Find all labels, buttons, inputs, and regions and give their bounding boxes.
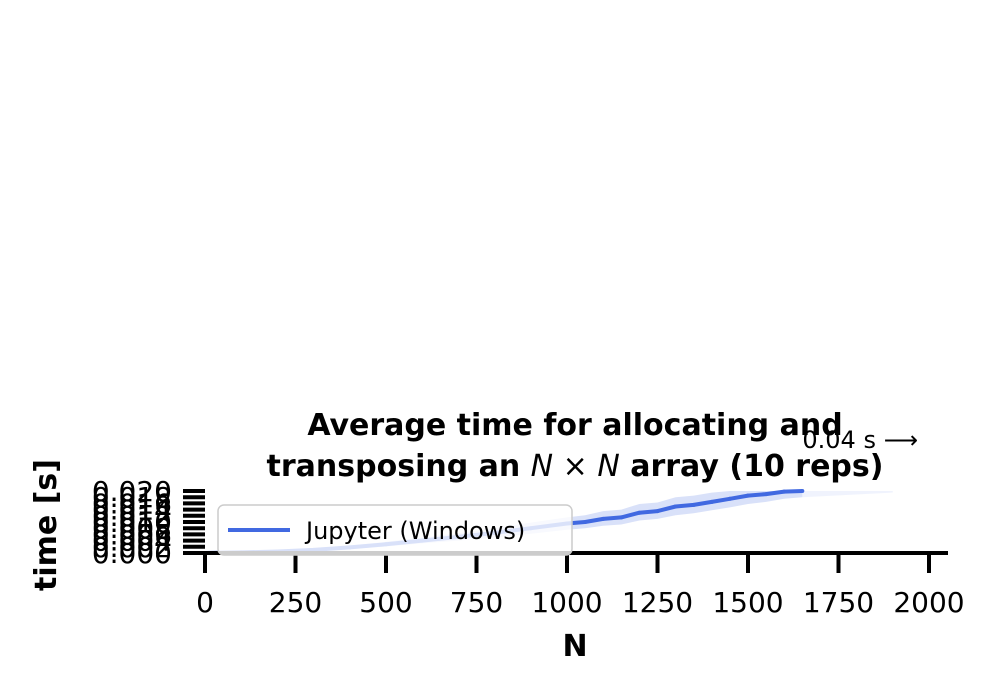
y-tick-label: 0.002 [92, 531, 172, 564]
legend-box [217, 504, 573, 556]
annotation-label: 0.04 s ⟶ [802, 426, 918, 454]
data-point [782, 489, 787, 494]
data-point [637, 510, 642, 515]
y-axis: 0.0000.0020.0040.0060.0080.0100.0120.014… [92, 475, 205, 570]
y-tick-label: 0.006 [92, 518, 172, 551]
y-tick-label: 0.020 [92, 475, 172, 508]
data-point [601, 516, 606, 521]
data-point [746, 493, 750, 498]
data-point [800, 489, 805, 493]
chart-title-line2-post: array (10 reps) [620, 449, 884, 484]
chart-title-line2-math: N × N [531, 449, 620, 484]
chart-title-line2: transposing an N × N array (10 reps) [267, 449, 884, 484]
data-point [673, 504, 678, 509]
y-tick-label: 0.018 [92, 481, 172, 514]
legend: Jupyter (Windows) [217, 504, 573, 556]
y-tick-label: 0.008 [92, 512, 172, 545]
chart-title-line1: Average time for allocating and [307, 408, 842, 443]
x-axis: 0 250 500 750 1000 1250 1500 1750 2000 [185, 551, 965, 619]
x-tick-label: 2000 [893, 586, 964, 619]
data-point [655, 509, 660, 514]
data-point [764, 492, 769, 497]
x-axis-label: N [562, 629, 587, 664]
data-point [583, 520, 588, 524]
x-tick-label: 0 [196, 586, 214, 619]
y-tick-label: 0.016 [92, 487, 172, 520]
data-point [727, 496, 732, 501]
x-tick-label: 1000 [531, 586, 602, 619]
y-tick-label: 0.004 [92, 525, 172, 558]
x-tick-label: 1750 [803, 586, 874, 619]
data-point [709, 499, 714, 504]
y-tick-label: 0.010 [92, 506, 172, 539]
y-tick-label: 0.012 [92, 500, 172, 533]
data-point [691, 502, 696, 507]
data-point [619, 515, 624, 520]
y-axis-label: time [s] [29, 459, 64, 591]
x-tick-label: 1250 [622, 586, 693, 619]
y-tick-label: 0.014 [92, 494, 172, 527]
x-tick-label: 1500 [712, 586, 783, 619]
legend-label: Jupyter (Windows) [304, 517, 525, 545]
x-tick-label: 500 [359, 586, 412, 619]
x-tick-label: 750 [450, 586, 503, 619]
series-band-tail [802, 491, 893, 498]
y-tick-label: 0.000 [92, 537, 172, 570]
chart-title-line2-pre: transposing an [267, 449, 531, 484]
x-tick-label: 250 [269, 586, 322, 619]
series-band [205, 491, 803, 553]
